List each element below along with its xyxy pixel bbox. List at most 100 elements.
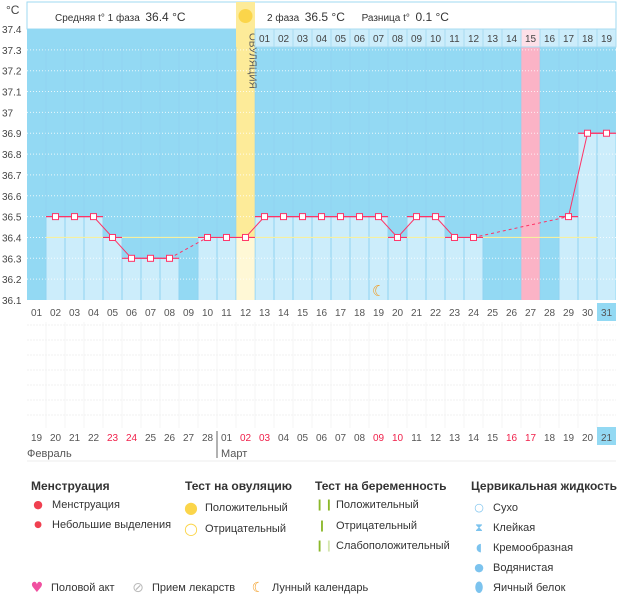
legend-label: Слабоположительный (336, 539, 450, 552)
y-axis-unit: °C (6, 3, 20, 17)
temperature-point (166, 254, 173, 262)
date-label: 21 (601, 433, 613, 444)
y-tick-label: 37.4 (2, 25, 22, 36)
next-cycle-day-label: 16 (544, 34, 556, 45)
phase1-summary: Средняя t° 1 фаза 36.4 °C (55, 10, 186, 24)
date-label: 16 (506, 433, 518, 444)
date-label: 01 (221, 433, 233, 444)
temperature-point (52, 213, 59, 221)
moon-icon: ☾ (251, 580, 265, 596)
ovulation-bar (236, 237, 255, 300)
legend-label: Сухо (493, 501, 518, 514)
date-label: 20 (582, 433, 594, 444)
y-tick-label: 36.8 (2, 150, 22, 161)
temperature-point (375, 213, 382, 221)
next-cycle-day-label: 19 (601, 34, 613, 45)
date-label: 20 (50, 433, 62, 444)
date-label: 05 (297, 433, 309, 444)
next-cycle-day-label: 05 (335, 34, 347, 45)
legend-watery: ● Водянистая (472, 561, 553, 574)
date-label: 19 (563, 433, 575, 444)
cycle-day-label: 19 (373, 308, 385, 319)
temperature-point (413, 213, 420, 221)
cycle-day-label: 15 (297, 308, 309, 319)
legend-intercourse: ♥ Половой акт (30, 580, 115, 596)
temperature-line (169, 237, 208, 259)
highlight-day-column (521, 29, 540, 300)
next-cycle-day-label: 09 (411, 34, 423, 45)
temperature-bar (331, 216, 350, 300)
date-label: 06 (316, 433, 328, 444)
legend-menstruation-title: Менструация (31, 479, 110, 493)
current-date-highlight (597, 427, 616, 445)
cycle-day-label: 31 (601, 308, 613, 319)
temperature-point (356, 213, 363, 221)
temperature-bar (407, 216, 426, 300)
cycle-day-label: 08 (164, 308, 176, 319)
temperature-point (204, 233, 211, 241)
temperature-bar (350, 216, 369, 300)
legend-ov-negative: ○ Отрицательный (184, 519, 286, 538)
cycle-day-label: 11 (221, 308, 232, 319)
cycle-day-label: 03 (69, 308, 81, 319)
heart-icon: ♥ (30, 580, 44, 596)
legend-ovulation-title: Тест на овуляцию (185, 479, 292, 493)
next-cycle-day-label: 10 (430, 34, 442, 45)
next-cycle-day-label: 03 (297, 34, 309, 45)
legend-moon: ☾ Лунный календарь (251, 580, 369, 596)
cycle-day-label: 17 (335, 308, 347, 319)
date-label: 18 (544, 433, 556, 444)
temperature-point (71, 213, 78, 221)
next-cycle-day-label: 07 (373, 34, 385, 45)
legend-label: Лунный календарь (272, 582, 369, 594)
cycle-day-label: 30 (582, 308, 594, 319)
cycle-day-label: 28 (544, 308, 556, 319)
date-label: 04 (278, 433, 290, 444)
temperature-point (280, 213, 287, 221)
date-label: 03 (259, 433, 271, 444)
legend-label: Половой акт (51, 582, 115, 594)
next-cycle-day-label: 12 (468, 34, 480, 45)
empty-drop-icon: ○ (474, 501, 484, 514)
next-cycle-day-label: 13 (487, 34, 499, 45)
phase2-label: 2 фаза (267, 13, 300, 24)
date-label: 07 (335, 433, 347, 444)
temperature-point (299, 213, 306, 221)
cycle-day-label: 01 (31, 308, 43, 319)
temperature-point (318, 213, 325, 221)
y-tick-label: 37 (2, 108, 14, 119)
temperature-bar (217, 237, 236, 300)
y-tick-label: 36.6 (2, 192, 22, 203)
cycle-day-label: 22 (430, 308, 442, 319)
legend-spotting: ● Небольшие выделения (31, 519, 171, 531)
legend-label: Водянистая (493, 561, 554, 574)
creamy-drop-icon: ◖ (476, 541, 482, 554)
temperature-point (394, 233, 401, 241)
temperature-point (584, 129, 591, 137)
temperature-bar (122, 258, 141, 300)
header-strip (26, 1, 617, 30)
legend-label: Менструация (52, 498, 120, 511)
date-label: 13 (449, 433, 461, 444)
diff-label: Разница t° (361, 13, 410, 24)
legend-label: Кремообразная (493, 541, 574, 554)
y-tick-label: 36.2 (2, 275, 22, 286)
cycle-day-label: 02 (50, 308, 62, 319)
two-lines-icon: ❙❙ (315, 498, 334, 511)
temperature-bar (445, 237, 464, 300)
temperature-point (109, 233, 116, 241)
moon-icon: ☾ (372, 283, 385, 300)
date-label: 24 (126, 433, 138, 444)
one-line-icon: ❙ (317, 519, 327, 532)
legend-menstruation: ● Менструация (31, 498, 120, 511)
month-label: Март (221, 448, 247, 460)
y-tick-label: 37.2 (2, 67, 22, 78)
cycle-day-label: 20 (392, 308, 404, 319)
legend-cervical-title: Цервикальная жидкость (471, 479, 618, 493)
legend-medication: ⊘ Прием лекарств (131, 580, 235, 596)
temperature-point (451, 233, 458, 241)
cycle-day-label: 04 (88, 308, 100, 319)
pill-icon: ⊘ (132, 580, 144, 596)
temperature-point (470, 233, 477, 241)
temperature-point (223, 233, 230, 241)
